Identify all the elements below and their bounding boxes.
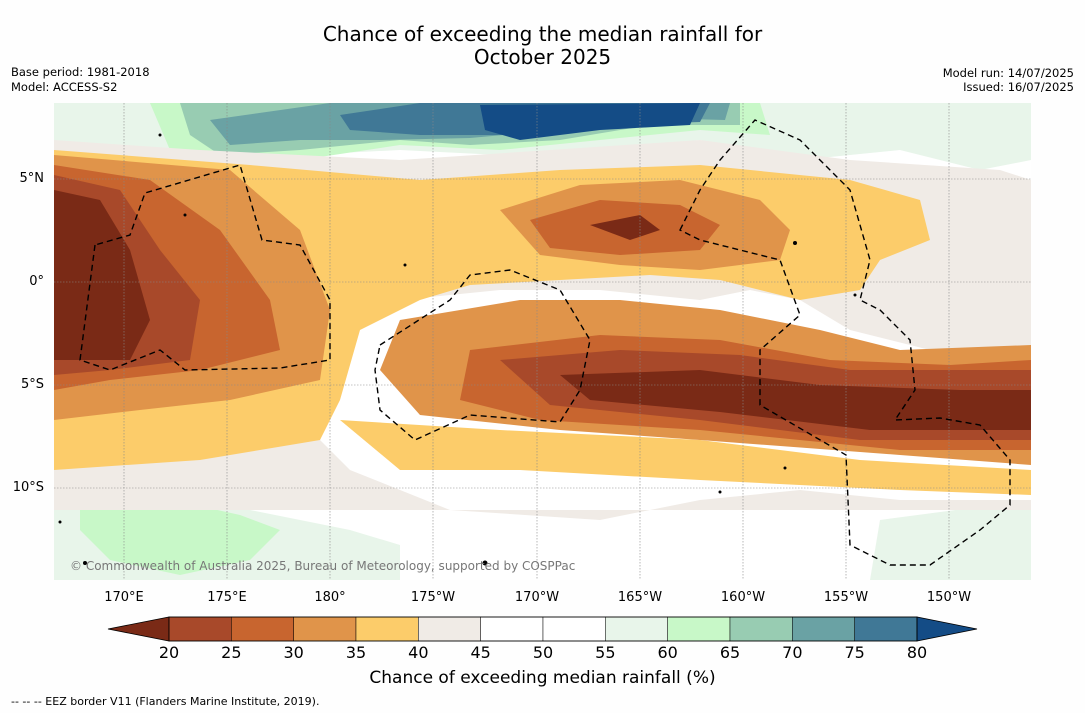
colorbar-tick-label: 25 [221,643,242,662]
lon-label: 170°W [514,590,560,605]
lon-label: 180° [314,590,346,605]
graticule [54,103,1031,580]
colorbar-tick-label: 40 [408,643,429,662]
colorbar-tick-label: 60 [657,643,678,662]
colorbar-extend-low [107,616,170,642]
yellow-band-south [340,420,1031,495]
lon-label: 150°W [926,590,972,605]
lon-label: 165°W [617,590,663,605]
colorbar-segment [168,616,232,642]
dark-core-west [54,190,150,360]
green-band-south-60 [80,495,280,575]
colorbar-segment [480,616,544,642]
colorbar-tick-label: 50 [532,643,554,662]
lat-label: 5°N [19,171,45,186]
colorbar-segment [605,616,668,642]
colorbar-segment [418,616,481,642]
colorbar-tick-label: 45 [470,643,491,662]
colorbar-tick-label: 80 [906,643,928,662]
colorbar-tick-label: 55 [595,643,616,662]
colorbar-tick-label: 35 [345,643,367,662]
lat-label: 10°S [12,480,44,495]
lat-label: 5°S [20,377,44,392]
dark-core-northern [590,215,660,240]
lon-label: 175°E [207,590,247,605]
base-period: Base period: 1981-2018 [11,65,150,79]
model-run-date: Model run: 14/07/2025 [942,66,1074,80]
colorbar-segment [792,616,855,642]
dark-core-central [560,370,1031,430]
colorbar-tick-label: 20 [158,643,180,662]
lon-label: 160°W [720,590,766,605]
green-band-south-east [870,500,1031,580]
lon-label: 155°W [823,590,869,605]
copyright-notice: © Commonwealth of Australia 2025, Bureau… [70,559,576,573]
lat-label: 0° [29,274,44,289]
map-title: Chance of exceeding the median rainfall … [322,22,763,46]
colorbar-segment [293,616,357,642]
colorbar-label: Chance of exceeding median rainfall (%) [369,668,716,688]
colorbar-segment [854,616,918,642]
colorbar-frame [168,616,918,642]
model-name: Model: ACCESS-S2 [11,80,118,94]
colorbar-extend-high [916,616,978,642]
colorbar-tick-label: 30 [283,643,304,662]
eez-border-central [374,269,591,441]
blue-core-north-80 [480,103,700,140]
colorbar-tick-label: 70 [782,643,803,662]
colorbar-segment [231,616,294,642]
lon-label: 170°E [104,590,144,605]
eez-border-east [679,119,1011,566]
colorbar-segment [729,616,793,642]
lon-label: 175°W [410,590,456,605]
colorbar-segment [542,616,606,642]
eez-border-west [79,164,331,371]
colorbar-segment [355,616,419,642]
colorbar-segment [667,616,731,642]
eez-borders [79,119,1011,566]
map-title-month: October 2025 [473,45,612,69]
island-dots [58,133,857,566]
colorbar-tick-label: 65 [719,643,741,662]
colorbar-tick-label: 75 [844,643,865,662]
issued-date: Issued: 16/07/2025 [963,80,1074,94]
eez-border-note: -- -- -- EEZ border V11 (Flanders Marine… [11,695,320,708]
